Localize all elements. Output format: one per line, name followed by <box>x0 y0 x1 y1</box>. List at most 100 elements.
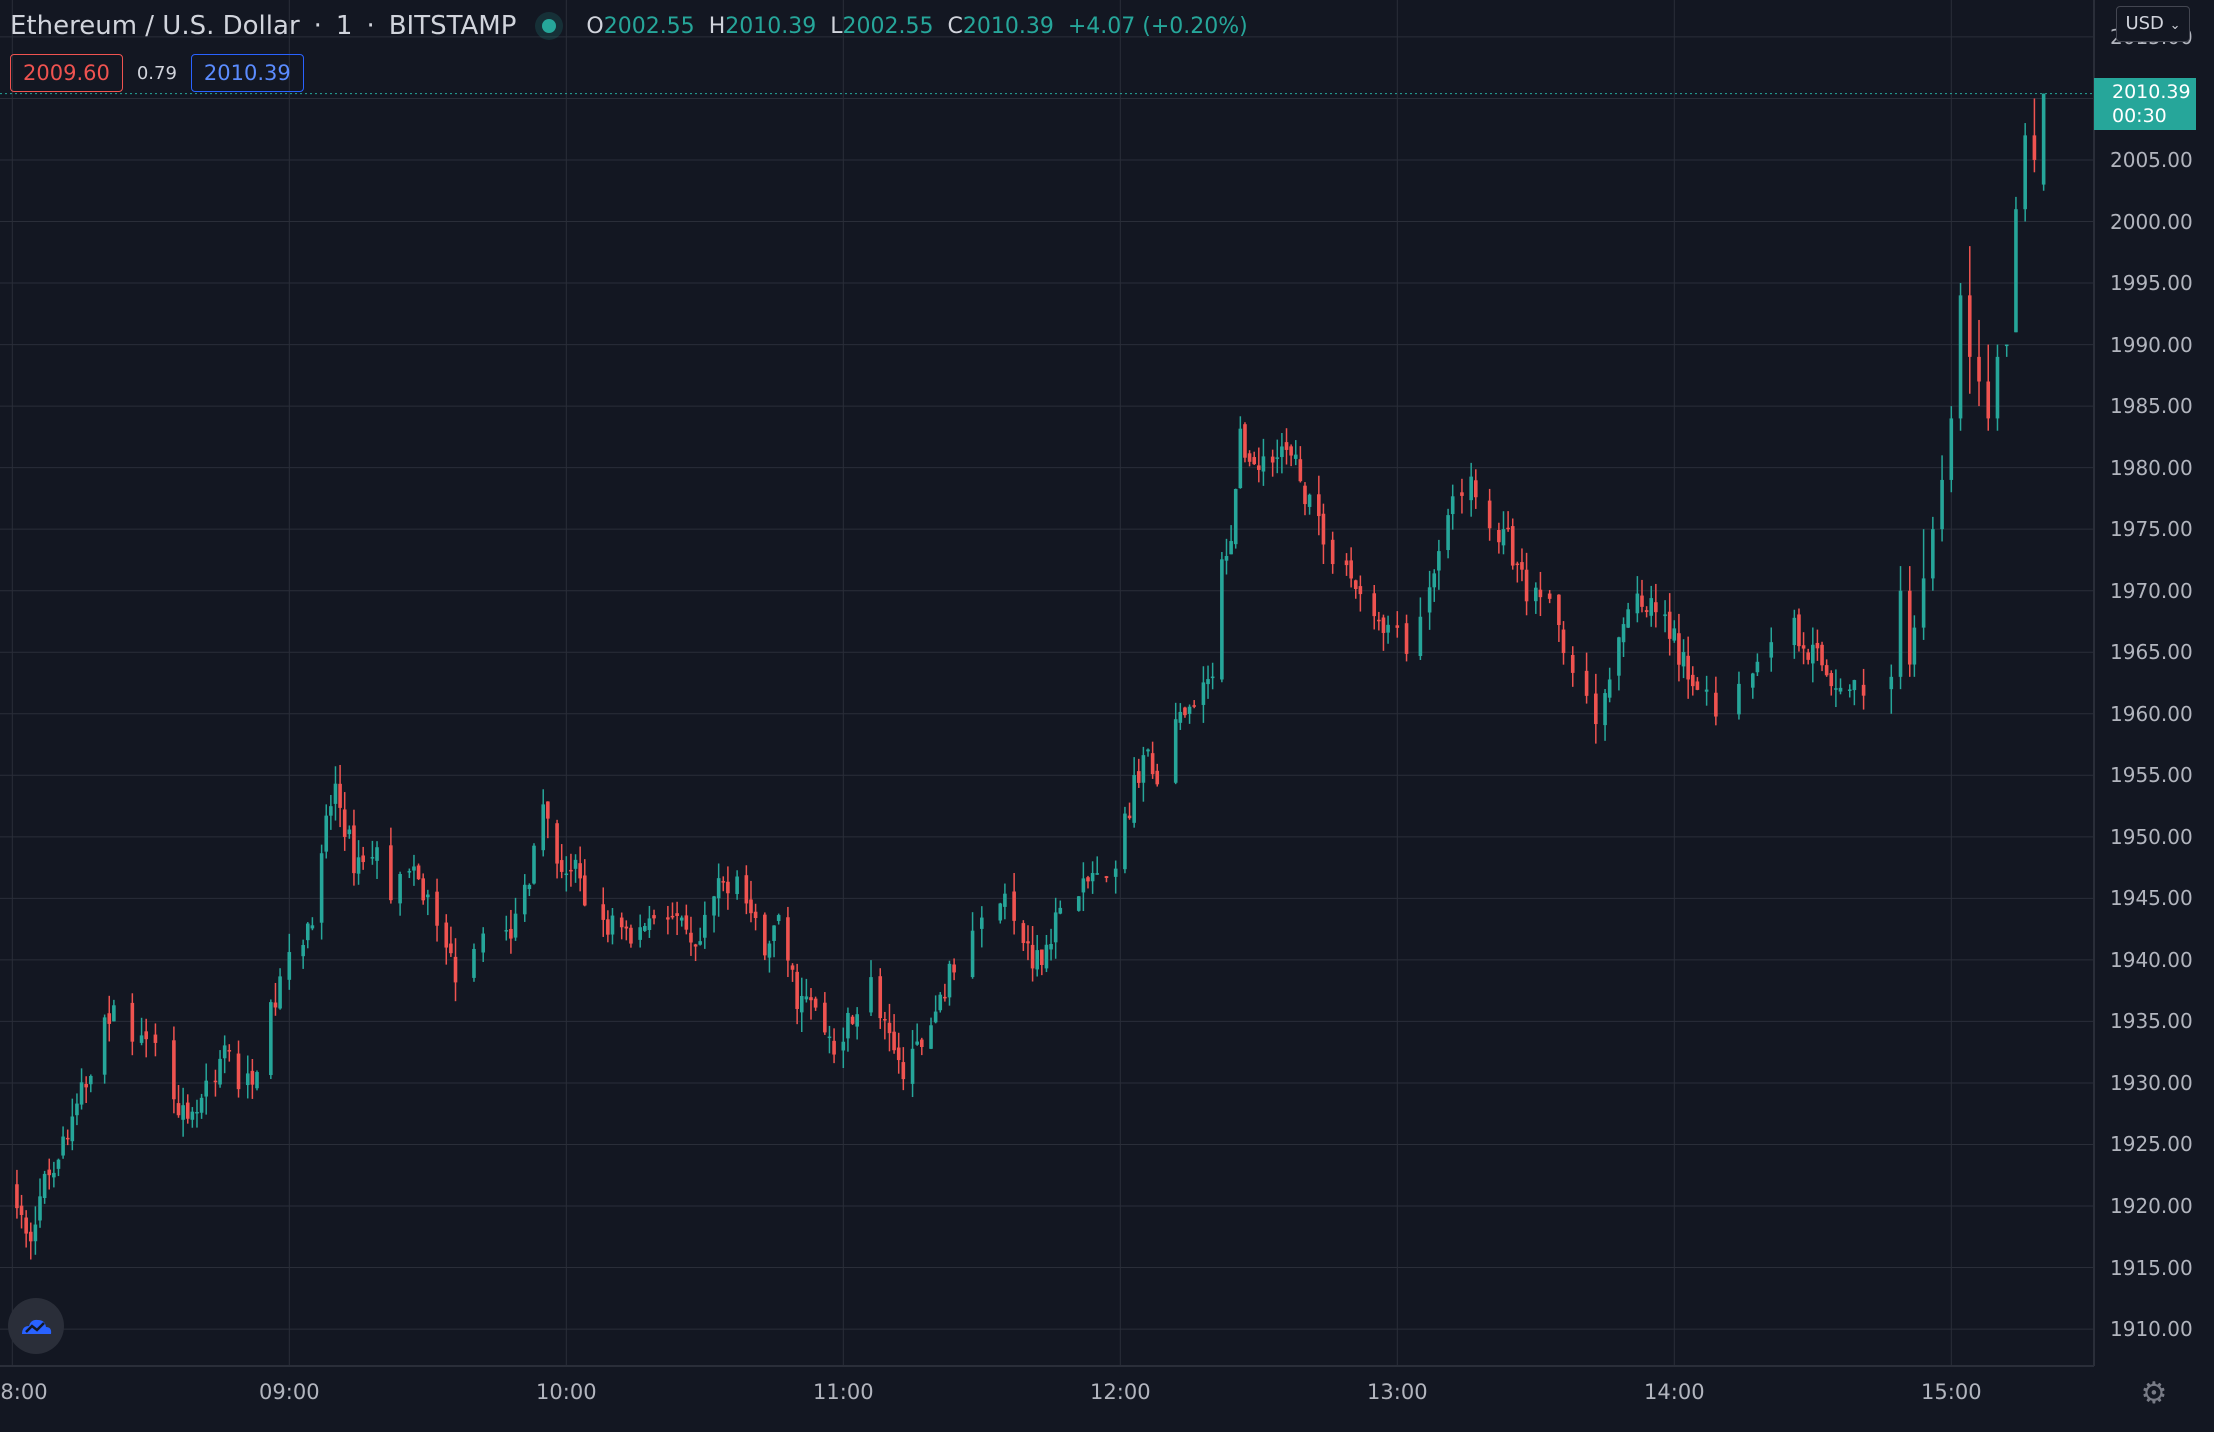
candle-body <box>1090 872 1095 882</box>
symbol-name[interactable]: Ethereum / U.S. Dollar <box>10 11 300 41</box>
candle <box>1404 614 1409 662</box>
candle-body <box>559 860 564 872</box>
candle-body <box>255 1072 259 1089</box>
candle-body <box>190 1111 195 1120</box>
candle <box>1049 928 1053 961</box>
candle <box>1958 283 1963 431</box>
price-tick-label: 1970.00 <box>2110 578 2193 603</box>
candle <box>1086 875 1090 889</box>
candle <box>799 977 804 1033</box>
candle-body <box>1233 489 1238 545</box>
candle-body <box>88 1075 93 1085</box>
candle-body <box>569 869 573 872</box>
candle-body <box>1298 459 1303 482</box>
candle <box>278 968 282 1010</box>
candle <box>1824 659 1829 677</box>
candle-body <box>652 915 656 919</box>
candle <box>56 1158 61 1177</box>
candle-body <box>1437 551 1441 571</box>
candle <box>222 1035 227 1074</box>
candle-body <box>426 894 430 898</box>
candle-body <box>421 878 425 901</box>
candle-body <box>1317 494 1321 517</box>
candle <box>1243 422 1247 463</box>
candle <box>218 1050 222 1088</box>
candle <box>1931 516 1935 591</box>
candle <box>933 995 938 1024</box>
candle-body <box>532 845 536 884</box>
candle <box>301 939 305 969</box>
candle <box>1261 438 1266 486</box>
last-price-tag: 2010.39 00:30 <box>2094 77 2196 130</box>
candle-body <box>1284 442 1289 450</box>
candle <box>305 922 310 949</box>
candle-body <box>1460 492 1464 496</box>
candle <box>1977 319 1981 407</box>
gear-icon[interactable]: ⚙ <box>2140 1376 2168 1411</box>
time-tick-label: 13:00 <box>1367 1380 1428 1404</box>
candle-body <box>1104 876 1109 879</box>
candle <box>1233 488 1238 549</box>
tradingview-cloud-icon[interactable] <box>8 1298 64 1354</box>
candle-body <box>1811 644 1815 664</box>
candle <box>70 1098 75 1151</box>
candle <box>832 1028 836 1064</box>
candle-body <box>1049 943 1053 950</box>
candle <box>269 999 273 1080</box>
candle <box>190 1107 195 1128</box>
candle <box>139 1017 144 1046</box>
candle <box>1220 551 1224 683</box>
price-tick-label: 1965.00 <box>2110 640 2193 665</box>
candle <box>1852 679 1857 706</box>
candle <box>1907 566 1912 677</box>
candle-body <box>952 964 956 973</box>
candle-body <box>804 996 809 1000</box>
candle <box>970 912 975 979</box>
candle-body <box>1303 485 1307 505</box>
candle <box>361 846 365 870</box>
price-tick-label: 1940.00 <box>2110 947 2193 972</box>
candle-body <box>144 1031 148 1040</box>
change-value: +4.07 (+0.20%) <box>1067 13 1248 39</box>
candle-body <box>947 963 952 998</box>
sell-button[interactable]: 2009.60 <box>10 54 123 92</box>
candle-body <box>389 845 393 901</box>
candle-body <box>449 943 453 954</box>
candle-body <box>444 922 449 948</box>
candle-body <box>1081 878 1086 893</box>
candle-body <box>1446 515 1450 551</box>
candle <box>1898 566 1903 690</box>
candle-body <box>1995 356 2000 419</box>
candle-body <box>929 1025 933 1049</box>
candle-body <box>52 1172 56 1178</box>
candle <box>698 927 702 946</box>
candle <box>716 863 721 917</box>
candle-body <box>1520 562 1524 570</box>
candle <box>1621 617 1626 657</box>
candle-body <box>42 1173 47 1198</box>
candle-body <box>65 1137 70 1140</box>
candle-body <box>1307 494 1312 507</box>
candle-body <box>573 859 578 869</box>
candle-body <box>1797 614 1801 647</box>
candle-body <box>15 1184 19 1209</box>
candle-body <box>1210 676 1215 679</box>
candle-body <box>112 1005 116 1022</box>
candle <box>1815 629 1820 661</box>
candle-body <box>1473 480 1478 498</box>
interval[interactable]: 1 <box>335 11 353 41</box>
candle <box>1238 416 1243 489</box>
high-key: H <box>708 13 726 39</box>
candle <box>42 1170 47 1204</box>
candle-body <box>1150 753 1155 775</box>
candle-body <box>1824 665 1829 676</box>
candle <box>79 1068 84 1110</box>
currency-select[interactable]: USD ⌄ <box>2116 6 2190 42</box>
grid-lines <box>0 0 2094 1366</box>
candle <box>1012 873 1016 935</box>
candle <box>324 804 329 859</box>
candle <box>199 1093 204 1119</box>
price-tick-label: 1925.00 <box>2110 1132 2193 1157</box>
buy-button[interactable]: 2010.39 <box>190 54 304 92</box>
